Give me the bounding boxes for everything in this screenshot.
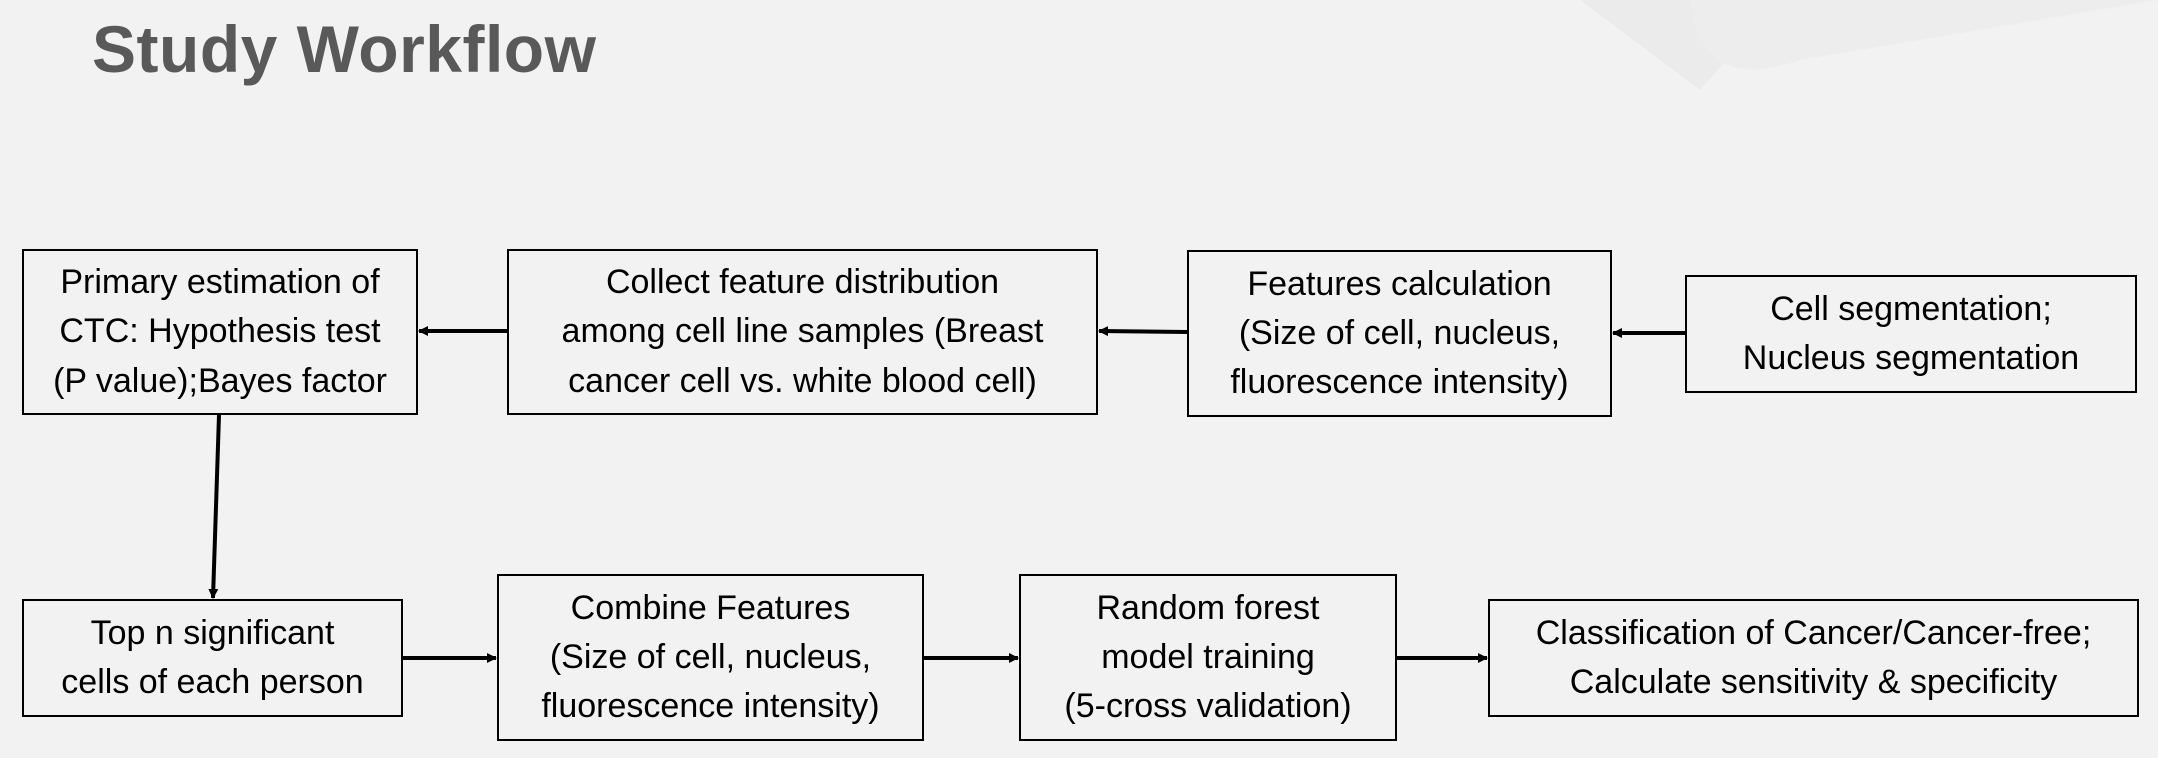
node-classification-label: Classification of Cancer/Cancer-free; Ca… — [1535, 613, 2092, 701]
node-collect-distribution-label: Collect feature distribution among cell … — [561, 263, 1044, 400]
node-combine-features: Combine Features (Size of cell, nucleus,… — [497, 574, 924, 741]
page-title: Study Workflow — [92, 12, 597, 86]
arrow-primary-to-top-n — [208, 414, 221, 599]
node-collect-distribution: Collect feature distribution among cell … — [507, 249, 1098, 415]
node-top-n-cells: Top n significant cells of each person — [22, 599, 403, 717]
node-primary-estimation: Primary estimation of CTC: Hypothesis te… — [22, 249, 418, 415]
arrow-features-to-collect — [1098, 326, 1188, 337]
node-random-forest: Random forest model training (5-cross va… — [1019, 574, 1397, 741]
node-primary-estimation-label: Primary estimation of CTC: Hypothesis te… — [53, 263, 387, 400]
node-top-n-cells-label: Top n significant cells of each person — [61, 613, 364, 701]
node-cell-segmentation-label: Cell segmentation; Nucleus segmentation — [1742, 289, 2080, 377]
node-cell-segmentation: Cell segmentation; Nucleus segmentation — [1685, 275, 2137, 393]
node-classification: Classification of Cancer/Cancer-free; Ca… — [1488, 599, 2139, 717]
node-features-calculation-label: Features calculation (Size of cell, nucl… — [1230, 264, 1569, 402]
node-combine-features-label: Combine Features (Size of cell, nucleus,… — [541, 588, 880, 726]
node-random-forest-label: Random forest model training (5-cross va… — [1064, 588, 1352, 726]
node-features-calculation: Features calculation (Size of cell, nucl… — [1187, 250, 1612, 417]
